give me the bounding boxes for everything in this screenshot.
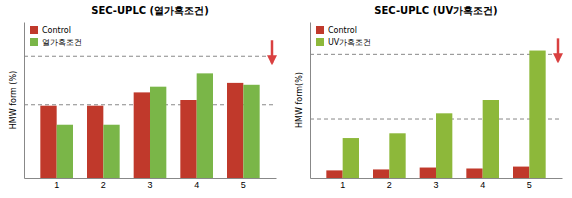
arrow	[557, 38, 560, 61]
reference-line	[24, 56, 276, 57]
bar	[420, 168, 436, 178]
bar	[197, 73, 213, 178]
x-tick-label: 1	[340, 180, 345, 190]
legend-label: UV가혹조건	[328, 38, 371, 47]
reference-line	[310, 54, 562, 55]
legend-label: Control	[328, 26, 357, 35]
bar	[103, 125, 119, 178]
x-tick-label: 2	[387, 180, 392, 190]
bar	[57, 125, 73, 178]
x-tick: 5	[527, 178, 532, 190]
y-axis	[310, 23, 311, 179]
x-tick-label: 4	[480, 180, 485, 190]
y-axis-line	[310, 23, 311, 179]
x-tick-label: 3	[147, 180, 152, 190]
x-tick: 4	[480, 178, 485, 190]
bar	[326, 170, 342, 178]
bar	[227, 83, 243, 178]
legend-swatch	[30, 38, 38, 46]
legend-swatch	[316, 38, 324, 46]
x-axis-line	[311, 178, 563, 179]
x-tick: 3	[433, 178, 438, 190]
legend-label: 열가혹조건	[42, 38, 82, 47]
legend-item: Control	[30, 26, 71, 35]
bar	[87, 106, 103, 178]
bar	[483, 100, 499, 178]
x-tick-label: 2	[101, 180, 106, 190]
legend: Control UV가혹조건	[316, 26, 371, 47]
x-axis: 1 2 3 4 5	[311, 178, 563, 190]
x-tick: 2	[387, 178, 392, 190]
legend: Control 열가혹조건	[30, 26, 82, 47]
bar	[529, 51, 545, 178]
x-tick-label: 1	[54, 180, 59, 190]
y-axis-line	[24, 23, 25, 179]
legend-label: Control	[42, 26, 71, 35]
bar	[180, 100, 196, 178]
bar	[373, 169, 389, 178]
x-axis: 1 2 3 4 5	[25, 178, 277, 190]
x-tick: 1	[54, 178, 59, 190]
reference-lines	[310, 54, 562, 119]
x-tick: 1	[340, 178, 345, 190]
arrow	[271, 40, 274, 63]
x-tick-label: 4	[194, 180, 199, 190]
bar	[436, 113, 452, 178]
y-axis	[24, 23, 25, 179]
x-tick: 4	[194, 178, 199, 190]
panel: 1 2 3 4 5 SEC-UPLC (UV가혹조건) HMW form(%) Control…	[295, 5, 563, 190]
bar	[343, 138, 359, 178]
legend-swatch	[30, 26, 38, 34]
x-axis-line	[25, 178, 277, 179]
x-tick-label: 3	[433, 180, 438, 190]
bar	[150, 87, 166, 178]
bars	[326, 51, 545, 178]
y-axis-title: HMW form(%)	[295, 72, 304, 128]
bar	[134, 92, 150, 178]
x-tick: 5	[241, 178, 246, 190]
y-axis-title: HMW form (%)	[9, 71, 18, 129]
legend-item: UV가혹조건	[316, 38, 371, 47]
x-tick: 2	[101, 178, 106, 190]
bar	[389, 133, 405, 178]
bar	[243, 85, 259, 178]
bar	[40, 106, 56, 178]
panel: 1 2 3 4 5 SEC-UPLC (열가혹조건) HMW form (%) Control…	[9, 5, 277, 190]
bar	[466, 168, 482, 178]
chart-root: 1 2 3 4 5 SEC-UPLC (열가혹조건) HMW form (%) Control…	[0, 0, 572, 198]
legend-item: Control	[316, 26, 357, 35]
title: SEC-UPLC (UV가혹조건)	[374, 5, 497, 16]
bar	[513, 167, 529, 178]
legend-swatch	[316, 26, 324, 34]
x-tick: 3	[147, 178, 152, 190]
legend-item: 열가혹조건	[30, 38, 82, 47]
title: SEC-UPLC (열가혹조건)	[91, 5, 209, 16]
bars	[40, 73, 259, 178]
x-tick-label: 5	[241, 180, 246, 190]
x-tick-label: 5	[527, 180, 532, 190]
